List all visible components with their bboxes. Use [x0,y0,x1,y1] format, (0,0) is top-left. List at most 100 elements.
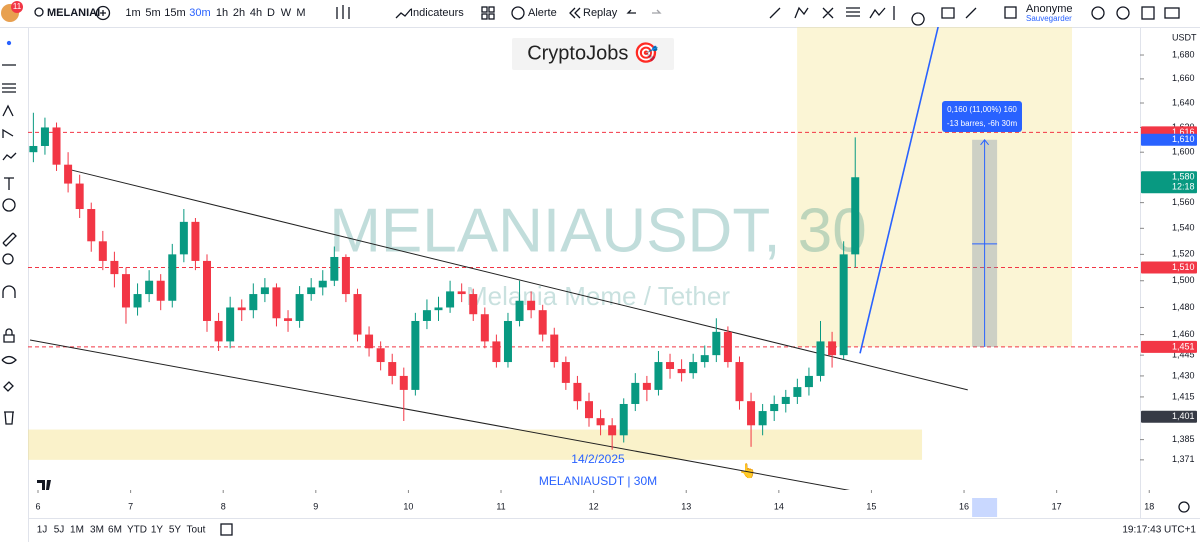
checkbox[interactable] [1004,6,1017,19]
range-button[interactable]: 6M [108,525,122,536]
candle-body [191,221,200,261]
candle-body [712,331,721,356]
alert-icon[interactable] [511,6,525,20]
candle-body [469,294,478,315]
candle-body [793,387,802,397]
candle-body [249,294,258,311]
range-button[interactable]: 1Y [151,525,164,536]
x-tick-label: 15 [866,501,876,511]
indicators[interactable]: Indicateurs [410,7,464,19]
candle-body [214,320,223,342]
replay[interactable]: Replay [583,7,618,19]
alert[interactable]: Alerte [528,7,557,19]
candle-body [584,401,593,419]
range-button[interactable]: 1M [70,525,84,536]
interval[interactable]: 15m [164,7,185,19]
y-tick-label: 1,660 [1172,73,1195,83]
price-badge-label: 1,610 [1172,134,1195,144]
candle-body [52,127,61,165]
candle-body [411,320,420,390]
y-tick-label: 1,540 [1172,223,1195,233]
candle-body [596,418,605,426]
interval[interactable]: 4h [250,7,262,19]
range-button[interactable]: 5Y [169,525,182,536]
candle-body [758,411,767,426]
range-button[interactable]: 1J [37,525,48,536]
y-tick-label: 1,371 [1172,454,1195,464]
left-toolbar[interactable] [1,40,17,425]
interval[interactable]: W [281,7,292,19]
undo[interactable] [626,9,636,14]
interval[interactable]: 5m [145,7,160,19]
candle-body [666,362,675,369]
candle-body [110,260,119,275]
price-badge [1141,171,1197,194]
fullscreen[interactable] [1141,6,1155,20]
replay-icon[interactable] [569,7,581,19]
notification-count: 11 [13,2,22,11]
drawing-tools[interactable] [769,6,977,26]
range-button[interactable]: 5J [54,525,65,536]
annotation: MELANIAUSDT | 30M [539,474,657,488]
price-badge [1141,410,1197,423]
candle-body [689,362,698,374]
y-tick-label: 1,385 [1172,434,1195,444]
candle-body [388,362,397,376]
price-badge [1141,340,1197,353]
candle-body [75,183,84,210]
alerts-panel[interactable] [1091,6,1105,20]
interval[interactable]: 1h [216,7,228,19]
range-button[interactable]: 3M [90,525,104,536]
target-zone [797,27,1073,347]
y-tick-label: 1,500 [1172,275,1195,285]
chart: MELANIAUSDT, 30 Melania Meme / Tether Cryp… [28,27,1197,517]
candle-body [260,287,269,295]
interval[interactable]: 1m [125,7,140,19]
candle-body [619,403,628,436]
candle-body [203,260,212,321]
candle-body [29,145,38,153]
candle-body [480,314,489,342]
user[interactable]: Anonyme [1026,3,1072,15]
symbol[interactable]: MELANIAI [47,7,100,19]
candle-body [527,300,536,311]
y-tick-label: 1,460 [1172,329,1195,339]
redo[interactable] [652,9,662,14]
date-range-icon[interactable] [220,523,233,536]
y-tick-label: 1,480 [1172,302,1195,312]
chart-type[interactable] [336,5,350,19]
candle-body [133,294,142,308]
layout-icon[interactable] [481,6,488,13]
candle-body [631,382,640,404]
candle-body [770,403,779,412]
candle-body [446,291,455,308]
candle-body [295,294,304,321]
axis-settings[interactable] [1178,501,1190,513]
settings[interactable] [1116,6,1130,20]
x-tick-label: 6 [35,501,40,511]
candle-body [284,318,293,321]
candle-body [399,375,408,390]
candle-body [341,256,350,295]
snapshot[interactable] [1164,7,1180,19]
candle-body [168,254,177,301]
support-zone [28,429,923,460]
x-tick-label: 18 [1144,501,1154,511]
save[interactable]: Sauvegarder [1026,14,1072,23]
add-symbol[interactable] [95,5,111,21]
candle-body [87,209,96,242]
title-box [512,38,674,70]
interval[interactable]: D [267,7,275,19]
range-button[interactable]: Tout [187,525,206,536]
candle-body [503,320,512,363]
y-tick-label: 1,430 [1172,370,1195,380]
range-button[interactable]: YTD [127,525,147,536]
interval[interactable]: 30m [189,7,210,19]
indicators-icon[interactable] [395,8,412,19]
interval[interactable]: 2h [233,7,245,19]
search-icon[interactable] [34,7,44,17]
arrow-head [980,138,989,146]
x-tick-label: 16 [959,501,969,511]
interval[interactable]: M [296,7,305,19]
